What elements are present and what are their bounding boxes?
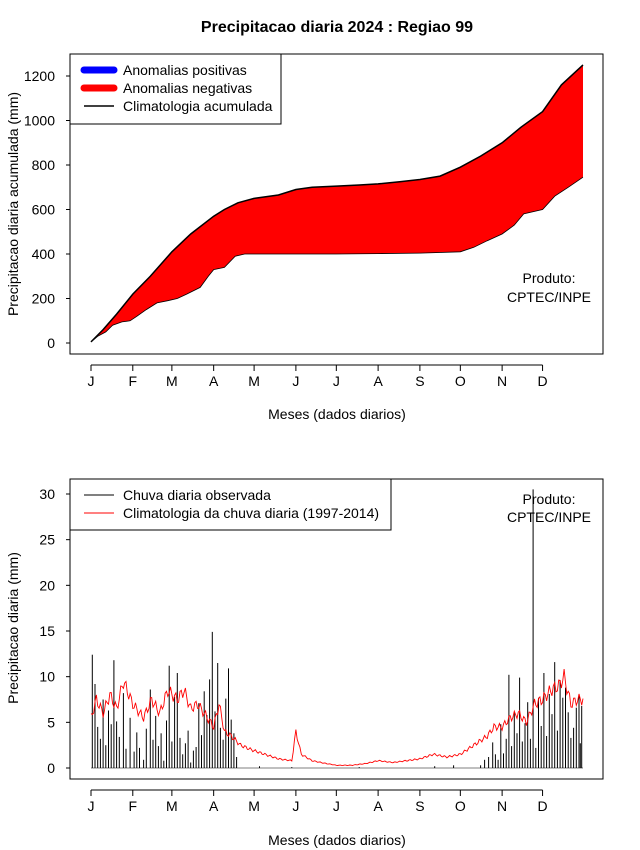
chart-title: Precipitacao diaria 2024 : Regiao 99 [201, 19, 473, 36]
cumulative-panel: 0 200 400 600 800 1000 1200 J F M A M J J A S O N D Meses… [5, 53, 604, 422]
plot-frame [69, 53, 604, 355]
anomaly-fill [91, 64, 583, 342]
x-tick-label: S [415, 798, 424, 814]
annotation-line-1: Produto: [523, 270, 576, 286]
y-tick-label: 20 [39, 577, 55, 593]
legend-entry: Climatologia da chuva diaria (1997-2014) [123, 505, 379, 521]
daily-panel: 0 5 10 15 20 25 30 J F M A M J J A S O N D Meses (dados d… [5, 478, 604, 848]
legend: Chuva diaria observada Climatologia da c… [69, 478, 392, 531]
y-tick-label: 600 [32, 202, 56, 218]
x-tick-label: M [166, 373, 178, 389]
climatology-line [90, 669, 584, 766]
observed-bars [91, 489, 583, 769]
x-tick-label: J [88, 798, 95, 814]
climatology-series [90, 669, 584, 766]
observed-line [90, 176, 584, 343]
y-tick-label: 0 [47, 760, 55, 776]
y-tick-label: 15 [39, 623, 55, 639]
y-axis-label: Precipitacao diaria (mm) [5, 552, 21, 704]
x-tick-label: J [88, 373, 95, 389]
x-tick-label: M [248, 373, 260, 389]
x-tick-label: A [209, 373, 219, 389]
x-axis-label: Meses (dados diarios) [268, 832, 406, 848]
y-tick-label: 0 [47, 335, 55, 351]
x-tick-label: J [333, 798, 340, 814]
y-axis-label: Precipitacao diaria acumulada (mm) [5, 92, 21, 316]
climatology-line [90, 64, 584, 343]
y-tick-label: 1000 [24, 113, 55, 129]
annotation-line-1: Produto: [523, 491, 576, 507]
x-tick-label: A [209, 798, 219, 814]
y-tick-label: 800 [32, 157, 56, 173]
x-tick-label: S [415, 373, 424, 389]
x-tick-label: M [166, 798, 178, 814]
x-tick-label: F [129, 798, 138, 814]
y-ticks: 0 5 10 15 20 25 30 [39, 486, 70, 776]
x-tick-label: J [292, 798, 299, 814]
annotation-line-2: CPTEC/INPE [507, 289, 591, 305]
y-tick-label: 10 [39, 669, 55, 685]
x-tick-label: M [248, 798, 260, 814]
x-tick-label: F [129, 373, 138, 389]
x-tick-label: N [497, 373, 507, 389]
legend-box [69, 478, 392, 531]
x-tick-label: O [455, 373, 466, 389]
y-tick-label: 30 [39, 486, 55, 502]
x-tick-label: O [455, 798, 466, 814]
legend-entry: Chuva diaria observada [123, 487, 271, 503]
y-tick-label: 25 [39, 532, 55, 548]
x-tick-label: A [373, 798, 383, 814]
y-tick-label: 400 [32, 246, 56, 262]
x-tick-label: N [497, 798, 507, 814]
x-tick-label: J [333, 373, 340, 389]
legend-entry: Anomalias positivas [123, 62, 247, 78]
series-lines [90, 64, 584, 343]
x-tick-label: D [537, 798, 547, 814]
negative-anomaly-area [91, 64, 583, 342]
y-ticks: 0 200 400 600 800 1000 1200 [24, 68, 70, 351]
legend-entry: Climatologia acumulada [123, 98, 273, 114]
annotation-line-2: CPTEC/INPE [507, 509, 591, 525]
y-tick-label: 1200 [24, 68, 55, 84]
x-axis-label: Meses (dados diarios) [268, 406, 406, 422]
y-tick-label: 200 [32, 291, 56, 307]
x-tick-label: D [537, 373, 547, 389]
legend-entry: Anomalias negativas [123, 80, 252, 96]
y-tick-label: 5 [47, 714, 55, 730]
legend: Anomalias positivas Anomalias negativas … [69, 53, 282, 125]
x-tick-label: J [292, 373, 299, 389]
x-tick-label: A [373, 373, 383, 389]
